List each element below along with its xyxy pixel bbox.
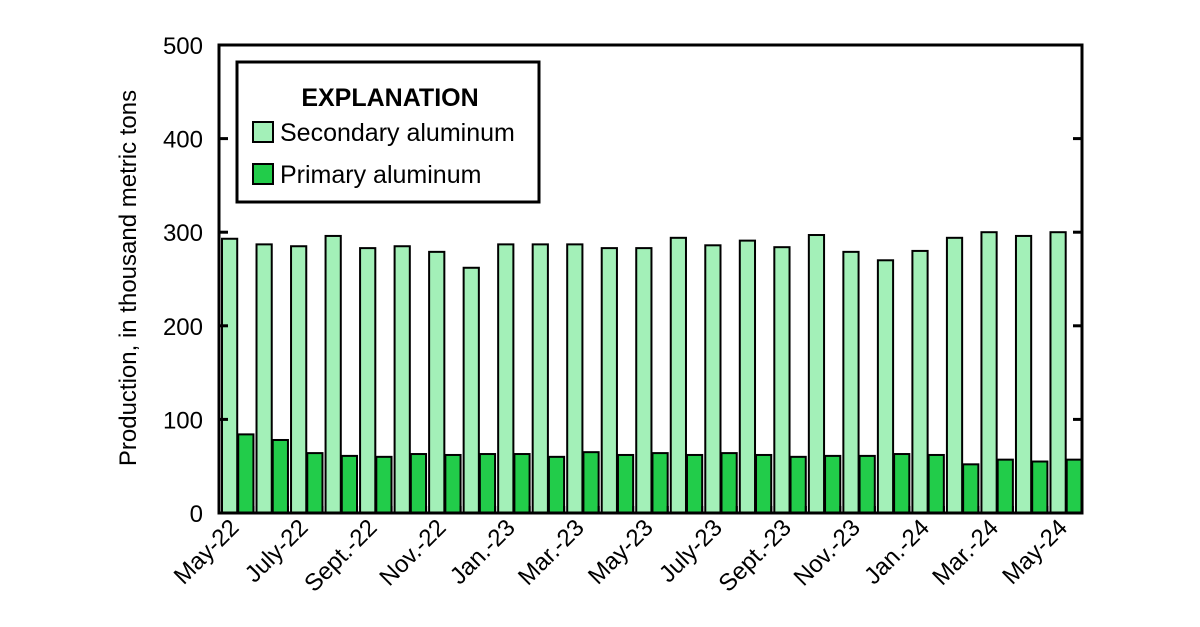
- bar-secondary-may-22: [221, 237, 239, 514]
- legend-title: EXPLANATION: [301, 84, 478, 112]
- bar-secondary-aug-22: [324, 234, 342, 514]
- bar-primary-aug-23: [755, 453, 773, 514]
- y-tick-label-200: 200: [163, 314, 203, 341]
- bar-secondary-oct-23: [807, 234, 826, 514]
- legend-label-primary: Primary aluminum: [280, 161, 481, 189]
- bar-primary-apr-24: [1031, 460, 1049, 514]
- y-tick-label-100: 100: [163, 407, 203, 434]
- bar-secondary-aug-23: [738, 239, 757, 514]
- bar-primary-jan-24: [927, 453, 945, 514]
- legend-box: [235, 60, 541, 204]
- bar-secondary-dec-23: [876, 259, 895, 514]
- bar-primary-oct-22: [409, 453, 428, 514]
- x-tick-label-nov-22: Nov.-22: [374, 514, 451, 591]
- bar-primary-feb-24: [962, 463, 980, 514]
- x-tick-label-jan-24: Jan.-24: [859, 514, 935, 590]
- bar-primary-aug-22: [340, 454, 358, 514]
- bar-primary-dec-22: [478, 453, 497, 514]
- bar-secondary-june-23: [669, 236, 687, 514]
- bar-primary-mar-23: [582, 451, 600, 515]
- bar-primary-june-23: [685, 453, 704, 514]
- x-tick-label-sept-23: Sept.-23: [714, 514, 797, 597]
- bar-primary-dec-23: [893, 453, 911, 514]
- bar-secondary-nov-22: [428, 250, 446, 515]
- bar-secondary-dec-22: [462, 266, 480, 514]
- x-tick-label-mar-23: Mar.-23: [513, 514, 590, 591]
- y-tick-label-500: 500: [163, 33, 203, 60]
- bar-primary-may-24: [1065, 458, 1083, 514]
- x-tick-label-may-22: May-22: [169, 514, 245, 590]
- bar-secondary-oct-22: [393, 245, 411, 515]
- plot-frame: [217, 43, 1084, 515]
- bar-secondary-sept-22: [359, 247, 377, 515]
- bar-primary-nov-22: [444, 453, 462, 514]
- bar-secondary-apr-23: [600, 247, 618, 515]
- bar-secondary-apr-24: [1014, 234, 1033, 514]
- y-axis-title: Production, in thousand metric tons: [115, 90, 142, 466]
- bar-primary-mar-24: [996, 458, 1014, 514]
- legend: EXPLANATION Secondary aluminum Primary a…: [235, 60, 541, 204]
- x-tick-label-jan-23: Jan.-23: [445, 514, 521, 590]
- bar-secondary-mar-24: [980, 231, 998, 514]
- legend-label-secondary: Secondary aluminum: [280, 119, 515, 147]
- bar-primary-may-22: [237, 433, 255, 515]
- bar-primary-jan-23: [513, 453, 531, 514]
- bar-primary-may-23: [651, 452, 669, 515]
- bar-secondary-july-22: [290, 245, 308, 515]
- bar-secondary-nov-23: [842, 250, 860, 515]
- bar-primary-june-22: [271, 438, 289, 514]
- x-tick-label-may-24: May-24: [997, 514, 1073, 590]
- y-tick-label-400: 400: [163, 127, 203, 154]
- bar-secondary-jan-24: [911, 249, 929, 514]
- x-tick-label-sept-22: Sept.-22: [299, 514, 382, 597]
- bar-primary-feb-23: [547, 455, 566, 514]
- y-tick-label-300: 300: [163, 220, 203, 247]
- bar-primary-apr-23: [616, 453, 635, 514]
- x-tick-label-mar-24: Mar.-24: [927, 514, 1004, 591]
- x-tick-label-nov-23: Nov.-23: [789, 514, 866, 591]
- bar-secondary-mar-23: [566, 243, 584, 514]
- legend-swatch-primary: [252, 163, 274, 185]
- legend-swatch-secondary: [252, 121, 274, 143]
- y-tick-label-0: 0: [190, 501, 203, 528]
- bars-layer: [221, 231, 1083, 515]
- bar-secondary-may-23: [635, 247, 653, 515]
- bar-primary-sept-23: [789, 455, 807, 514]
- bar-primary-sept-22: [375, 455, 393, 514]
- bar-primary-july-23: [720, 452, 738, 515]
- bar-secondary-june-22: [255, 243, 273, 514]
- x-tick-label-may-23: May-23: [583, 514, 659, 590]
- bar-secondary-feb-24: [945, 236, 964, 514]
- bar-primary-oct-23: [824, 454, 842, 514]
- bar-primary-july-22: [306, 452, 324, 515]
- bar-secondary-feb-23: [531, 243, 549, 514]
- bar-secondary-may-24: [1049, 231, 1067, 514]
- bar-secondary-july-23: [704, 244, 722, 515]
- bar-secondary-jan-23: [497, 243, 515, 514]
- bar-secondary-sept-23: [773, 246, 791, 514]
- bar-primary-nov-23: [858, 454, 876, 514]
